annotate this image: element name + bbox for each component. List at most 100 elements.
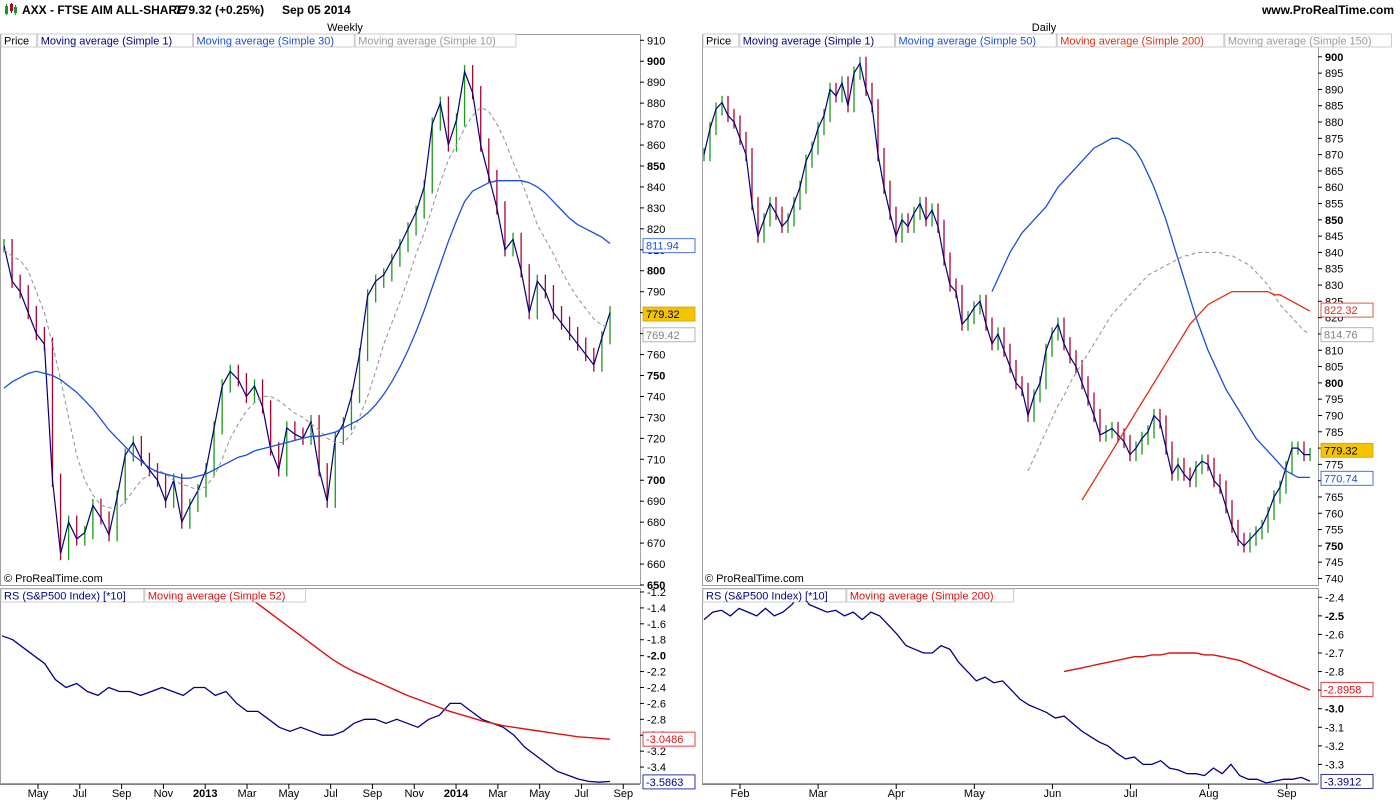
legend-label: Moving average (Simple 1) (743, 36, 874, 48)
y-tick-label: 810 (1325, 345, 1343, 357)
x-tick-label: 2014 (444, 788, 469, 800)
watermark: © ProRealTime.com (4, 573, 103, 585)
y-tick-label: 750 (647, 370, 665, 382)
weekly-rs-panel[interactable] (0, 588, 641, 784)
y-tick-label: 745 (1325, 557, 1343, 569)
y-tick-label: 900 (1325, 52, 1343, 64)
y-tick-label: 775 (1325, 459, 1343, 471)
value-badge (642, 731, 696, 747)
y-tick-label: 710 (647, 454, 665, 466)
y-tick-label: -3.0 (1325, 704, 1344, 716)
y-tick-label: 875 (1325, 133, 1343, 145)
y-tick-label: 765 (1325, 492, 1343, 504)
value-badge (1320, 773, 1374, 789)
legend-item[interactable] (739, 33, 895, 48)
y-tick-label: 850 (1325, 215, 1343, 227)
y-tick-label: 860 (647, 140, 665, 152)
y-tick-label: 885 (1325, 101, 1343, 113)
y-tick-label: 790 (647, 287, 665, 299)
x-tick-label: Jun (1044, 788, 1062, 800)
legend-item[interactable] (846, 588, 1014, 603)
series-line-2 (1063, 652, 1311, 691)
y-tick-label: 840 (647, 182, 665, 194)
legend-item[interactable] (702, 33, 740, 48)
y-tick-label: 670 (647, 538, 665, 550)
y-tick-label: 720 (647, 433, 665, 445)
legend-item[interactable] (193, 33, 355, 48)
x-tick-label: Nov (404, 788, 424, 800)
value-badge-label: 814.76 (1324, 330, 1358, 342)
legend-label: Moving average (Simple 30) (197, 36, 335, 48)
value-badge-label: 770.74 (1324, 473, 1358, 485)
x-tick-label: Apr (888, 788, 905, 800)
legend-label: RS (S&P500 Index) [*10] (706, 591, 828, 603)
y-tick-label: 870 (647, 119, 665, 131)
y-tick-label: -1.4 (647, 603, 666, 615)
series-line-1 (3, 69, 611, 554)
series-line-2 (3, 106, 611, 511)
legend-item[interactable] (0, 588, 145, 603)
legend-item[interactable] (144, 588, 306, 603)
value-badge-label: 822.32 (1324, 305, 1358, 317)
x-tick-label: Jul (324, 788, 338, 800)
series-line-1 (1, 635, 611, 783)
daily-panel-title: Daily (1032, 22, 1057, 34)
x-tick-label: Sep (613, 788, 633, 800)
value-badge-label: -3.5863 (646, 777, 683, 789)
y-tick-label: -2.8 (1325, 667, 1344, 679)
weekly-price-panel[interactable] (0, 34, 641, 586)
x-tick-label: May (529, 788, 550, 800)
x-tick-label: Jul (574, 788, 588, 800)
value-badge (1320, 327, 1374, 343)
x-tick-label: Mar (809, 788, 828, 800)
legend-label: Moving average (Simple 50) (899, 36, 1037, 48)
y-tick-label: 760 (1325, 508, 1343, 520)
value-badge (1320, 442, 1374, 458)
website-link[interactable]: www.ProRealTime.com (1261, 3, 1394, 17)
value-badge-label: -3.3912 (1324, 776, 1361, 788)
x-tick-label: Sep (112, 788, 132, 800)
x-tick-label: May (964, 788, 985, 800)
y-tick-label: 660 (647, 559, 665, 571)
legend-item[interactable] (354, 33, 517, 48)
y-tick-label: 650 (647, 580, 665, 592)
legend-label: RS (S&P500 Index) [*10] (4, 591, 126, 603)
value-badge-label: 779.32 (1324, 445, 1358, 457)
y-tick-label: -3.2 (1325, 741, 1344, 753)
value-badge-label: -2.8958 (1324, 684, 1361, 696)
x-tick-label: May (28, 788, 49, 800)
y-tick-label: 790 (1325, 410, 1343, 422)
y-tick-label: 740 (1325, 573, 1343, 585)
value-badge-label: 811.94 (646, 241, 679, 253)
value-badge (642, 238, 696, 254)
y-tick-label: -2.5 (1325, 611, 1344, 623)
x-tick-label: Sep (1277, 788, 1297, 800)
y-tick-label: -1.8 (647, 635, 666, 647)
y-tick-label: 830 (647, 203, 665, 215)
legend-item[interactable] (0, 33, 38, 48)
legend-item[interactable] (1056, 33, 1225, 48)
series-line-3 (3, 180, 611, 479)
last-price: 779.32 (+0.25%) (175, 3, 265, 17)
y-tick-label: -2.7 (1325, 648, 1344, 660)
x-tick-label: Mar (488, 788, 507, 800)
legend-label: Price (706, 36, 731, 48)
legend-item[interactable] (895, 33, 1057, 48)
series-line-2 (246, 595, 611, 740)
y-tick-label: 855 (1325, 199, 1343, 211)
y-tick-label: 865 (1325, 166, 1343, 178)
legend-item[interactable] (1224, 33, 1392, 48)
daily-rs-panel[interactable] (702, 588, 1319, 784)
y-tick-label: 760 (647, 350, 665, 362)
y-tick-label: -3.3 (1325, 759, 1344, 771)
legend-item[interactable] (702, 588, 847, 603)
y-tick-label: 755 (1325, 525, 1343, 537)
x-tick-label: Mar (238, 788, 257, 800)
series-line-3 (1027, 251, 1311, 472)
x-tick-label: Sep (363, 788, 383, 800)
legend-item[interactable] (37, 33, 193, 48)
y-tick-label: -3.4 (647, 762, 666, 774)
value-badge (642, 774, 696, 790)
symbol-title: AXX - FTSE AIM ALL-SHARE (22, 3, 186, 17)
